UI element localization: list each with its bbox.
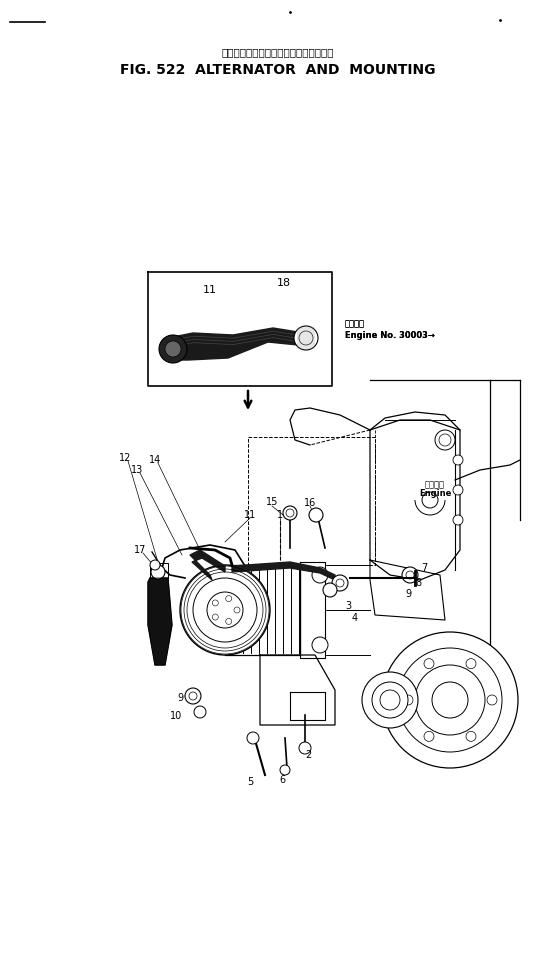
- Circle shape: [453, 455, 463, 465]
- Text: エンジン: エンジン: [425, 480, 445, 490]
- Circle shape: [332, 575, 348, 591]
- Circle shape: [247, 732, 259, 744]
- Circle shape: [398, 648, 502, 752]
- Text: FIG. 522  ALTERNATOR  AND  MOUNTING: FIG. 522 ALTERNATOR AND MOUNTING: [120, 63, 436, 77]
- Text: 13: 13: [131, 465, 143, 475]
- Text: 9: 9: [177, 693, 183, 703]
- Text: 16: 16: [304, 498, 316, 508]
- Circle shape: [403, 695, 413, 705]
- Text: 11: 11: [244, 510, 256, 520]
- Circle shape: [362, 672, 418, 728]
- Polygon shape: [148, 578, 172, 665]
- Circle shape: [466, 659, 476, 669]
- Text: Engine No. 30003→: Engine No. 30003→: [345, 331, 435, 340]
- Circle shape: [194, 706, 206, 718]
- Circle shape: [165, 341, 181, 357]
- Circle shape: [487, 695, 497, 705]
- Text: 適用車種: 適用車種: [345, 319, 365, 329]
- Circle shape: [402, 567, 418, 583]
- Circle shape: [212, 600, 218, 606]
- Text: 10: 10: [170, 711, 182, 721]
- Circle shape: [193, 578, 257, 642]
- Circle shape: [415, 665, 485, 735]
- Circle shape: [226, 595, 232, 601]
- Circle shape: [439, 434, 451, 446]
- Polygon shape: [370, 560, 445, 620]
- Polygon shape: [173, 328, 298, 360]
- Circle shape: [286, 509, 294, 517]
- Polygon shape: [150, 563, 168, 578]
- Text: オルタネータ　および　マウンティング: オルタネータ および マウンティング: [222, 47, 334, 57]
- Circle shape: [299, 331, 313, 345]
- Circle shape: [207, 592, 243, 628]
- Text: 17: 17: [134, 545, 146, 555]
- Circle shape: [372, 682, 408, 718]
- Circle shape: [435, 430, 455, 450]
- Text: 15: 15: [266, 497, 278, 507]
- Text: 14: 14: [149, 455, 161, 465]
- Circle shape: [309, 508, 323, 522]
- Circle shape: [280, 765, 290, 775]
- Circle shape: [312, 567, 328, 583]
- Circle shape: [382, 632, 518, 768]
- Circle shape: [323, 583, 337, 597]
- Text: 9: 9: [405, 589, 411, 599]
- Circle shape: [151, 565, 165, 579]
- Circle shape: [299, 742, 311, 754]
- Circle shape: [226, 619, 232, 625]
- Polygon shape: [225, 565, 300, 655]
- Text: 8: 8: [415, 578, 421, 588]
- Text: 12: 12: [119, 453, 131, 463]
- Circle shape: [432, 682, 468, 718]
- Polygon shape: [300, 562, 325, 658]
- Text: 3: 3: [345, 601, 351, 611]
- Text: 6: 6: [279, 775, 285, 785]
- Text: 2: 2: [305, 750, 311, 760]
- Circle shape: [159, 335, 187, 363]
- Circle shape: [212, 614, 218, 620]
- Text: 18: 18: [277, 278, 291, 288]
- Text: 4: 4: [352, 613, 358, 623]
- Text: Engine: Engine: [419, 490, 451, 499]
- Circle shape: [150, 560, 160, 570]
- Circle shape: [422, 492, 438, 508]
- Circle shape: [234, 607, 240, 613]
- Polygon shape: [260, 655, 335, 725]
- Polygon shape: [232, 562, 335, 580]
- Polygon shape: [148, 272, 332, 386]
- Circle shape: [424, 731, 434, 742]
- Circle shape: [189, 692, 197, 700]
- Circle shape: [185, 688, 201, 704]
- Circle shape: [424, 659, 434, 669]
- Circle shape: [466, 731, 476, 742]
- Text: 5: 5: [247, 777, 253, 787]
- Circle shape: [283, 506, 297, 520]
- Polygon shape: [370, 420, 460, 580]
- Text: 適用車種: 適用車種: [345, 319, 365, 329]
- Polygon shape: [190, 550, 225, 580]
- Text: Engine No. 30003→: Engine No. 30003→: [345, 331, 435, 340]
- Text: 11: 11: [203, 285, 217, 295]
- Polygon shape: [290, 692, 325, 720]
- Text: 7: 7: [421, 563, 427, 573]
- Circle shape: [312, 637, 328, 653]
- Circle shape: [453, 485, 463, 495]
- Circle shape: [453, 515, 463, 525]
- Circle shape: [294, 326, 318, 350]
- Circle shape: [336, 579, 344, 587]
- Text: 1: 1: [277, 510, 283, 520]
- Circle shape: [180, 565, 270, 655]
- Circle shape: [406, 571, 414, 579]
- Circle shape: [380, 690, 400, 710]
